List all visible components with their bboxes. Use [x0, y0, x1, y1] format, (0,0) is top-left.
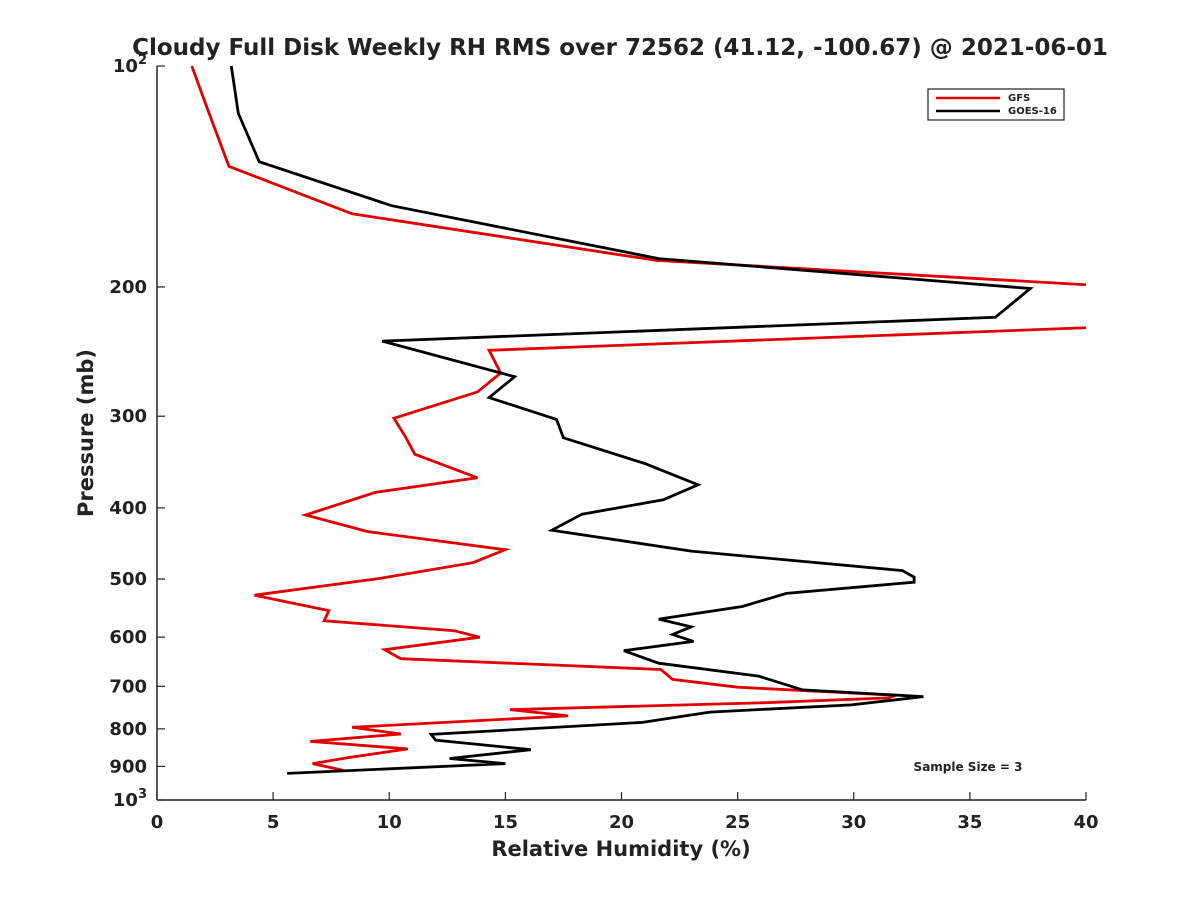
- y-tick-label: 102: [113, 53, 147, 77]
- series-line-gfs: [190, 65, 1086, 772]
- legend-label-gfs: GFS: [1008, 93, 1030, 104]
- chart-title: Cloudy Full Disk Weekly RH RMS over 7256…: [132, 35, 1108, 61]
- y-tick-label: 200: [109, 277, 147, 298]
- series-layer: [190, 65, 1086, 775]
- y-tick-label: 400: [109, 498, 147, 519]
- x-axis-label: Relative Humidity (%): [491, 837, 750, 861]
- y-tick-label: 300: [109, 406, 147, 427]
- y-tick-label: 900: [109, 756, 147, 777]
- x-tick-label: 35: [957, 812, 982, 833]
- x-tick-label: 5: [267, 812, 280, 833]
- legend-box: [927, 88, 1065, 121]
- x-tick-label: 25: [725, 812, 750, 833]
- x-tick-label: 40: [1073, 812, 1098, 833]
- y-tick-label: 800: [109, 719, 147, 740]
- x-ticks: 0 5 10 15 20 25 30 35 40: [151, 792, 1099, 833]
- y-tick-label: 103: [113, 787, 147, 811]
- y-ticks: 102 200 300 400 500 600 700 800 900 103: [109, 53, 165, 811]
- x-tick-label: 10: [377, 812, 402, 833]
- sample-size-annotation: Sample Size = 3: [914, 760, 1023, 774]
- y-tick-label: 600: [109, 627, 147, 648]
- series-line-goes16: [229, 65, 1034, 775]
- x-tick-label: 0: [151, 812, 164, 833]
- y-tick-label: 700: [109, 676, 147, 697]
- x-tick-label: 20: [609, 812, 634, 833]
- legend: GFS GOES-16: [927, 88, 1065, 121]
- x-tick-label: 30: [841, 812, 866, 833]
- legend-label-goes16: GOES-16: [1008, 106, 1057, 117]
- y-tick-label: 500: [109, 569, 147, 590]
- y-axis-label: Pressure (mb): [74, 349, 98, 517]
- x-tick-label: 15: [493, 812, 518, 833]
